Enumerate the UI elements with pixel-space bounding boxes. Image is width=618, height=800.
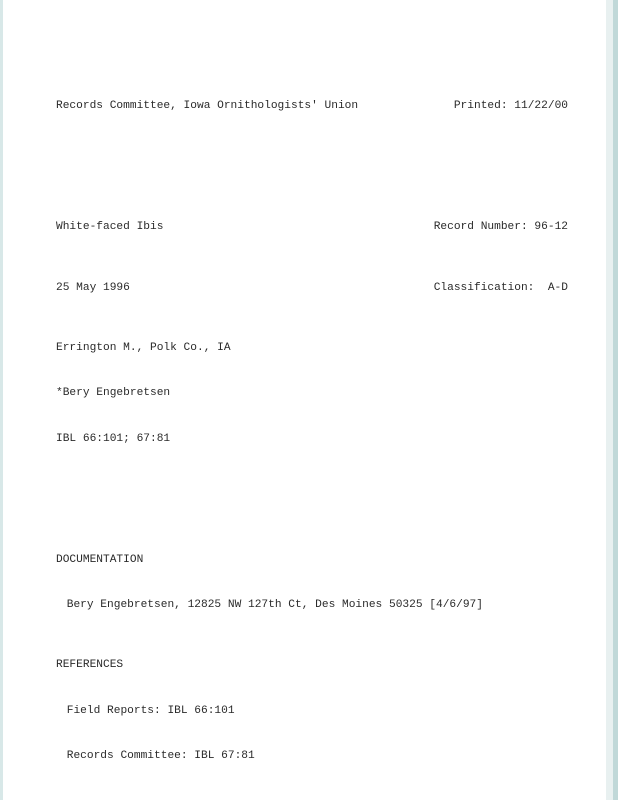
date-row: 25 May 1996 Classification: A-D	[56, 281, 568, 296]
blank-line	[56, 492, 568, 507]
location: Errington M., Polk Co., IA	[56, 341, 568, 356]
reference-field-reports: Field Reports: IBL 66:101	[56, 704, 568, 719]
references-heading: REFERENCES	[56, 658, 568, 673]
scanned-page: Records Committee, Iowa Ornithologists' …	[0, 0, 618, 800]
committee-title: Records Committee, Iowa Ornithologists' …	[56, 99, 358, 114]
classification-block: Classification: A-D	[434, 281, 568, 296]
document-text: Records Committee, Iowa Ornithologists' …	[56, 54, 568, 800]
documentation-line: Bery Engebretsen, 12825 NW 127th Ct, Des…	[56, 598, 568, 613]
classification: A-D	[548, 282, 568, 294]
record-number: 96-12	[534, 221, 568, 233]
header-row: Records Committee, Iowa Ornithologists' …	[56, 99, 568, 114]
ibl-reference: IBL 66:101; 67:81	[56, 432, 568, 447]
observation-date: 25 May 1996	[56, 281, 130, 296]
printed-block: Printed: 11/22/00	[454, 99, 568, 114]
documentation-heading: DOCUMENTATION	[56, 553, 568, 568]
record-number-block: Record Number: 96-12	[434, 220, 568, 235]
printed-date: 11/22/00	[514, 100, 568, 112]
record-number-label: Record Number:	[434, 221, 528, 233]
blank-line	[56, 160, 568, 175]
printed-label: Printed:	[454, 100, 508, 112]
reference-records-committee: Records Committee: IBL 67:81	[56, 749, 568, 764]
species: White-faced Ibis	[56, 220, 163, 235]
species-row: White-faced Ibis Record Number: 96-12	[56, 220, 568, 235]
classification-label: Classification:	[434, 282, 535, 294]
observer: *Bery Engebretsen	[56, 386, 568, 401]
